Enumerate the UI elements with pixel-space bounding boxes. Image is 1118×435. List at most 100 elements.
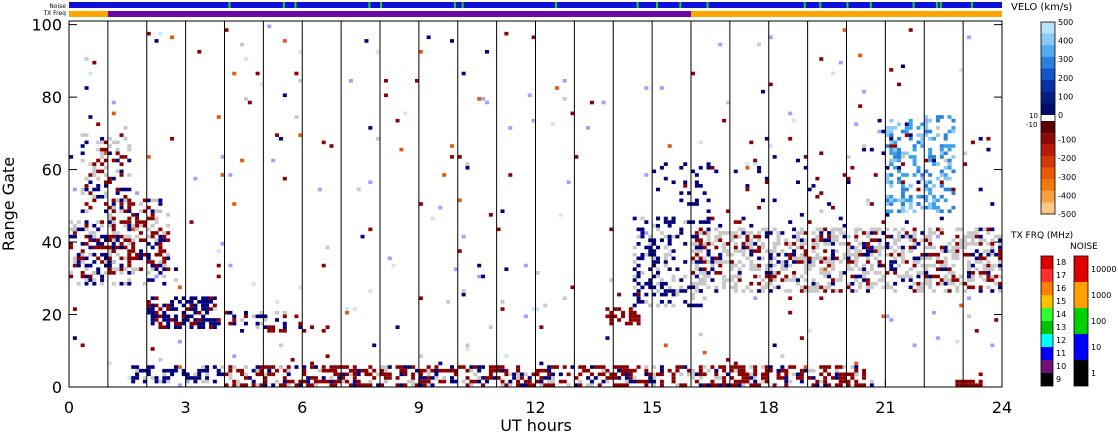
data-cell (310, 325, 315, 329)
data-cell (920, 176, 925, 181)
data-cell (702, 245, 707, 250)
data-cell (278, 136, 283, 141)
data-cell (111, 220, 116, 224)
data-cell (683, 162, 688, 166)
data-cell (150, 209, 155, 214)
data-cell (737, 220, 742, 224)
data-cell (858, 104, 863, 108)
data-cell (947, 209, 952, 214)
data-cell (232, 383, 237, 387)
data-cell (959, 238, 964, 243)
data-cell (834, 249, 839, 253)
data-cell (632, 379, 637, 384)
data-cell (924, 129, 929, 134)
data-cell (193, 310, 198, 315)
data-cell (387, 256, 392, 261)
data-cell (900, 184, 905, 188)
data-cell (127, 158, 132, 163)
data-cell (757, 267, 762, 272)
data-cell (994, 318, 999, 322)
data-cell (465, 162, 470, 166)
data-cell (387, 372, 392, 377)
data-cell (84, 176, 89, 181)
data-cell (897, 147, 902, 152)
data-cell (107, 223, 112, 228)
data-cell (364, 372, 369, 377)
data-cell (970, 274, 975, 279)
data-cell (691, 256, 695, 261)
data-cell (500, 383, 505, 387)
data-cell (69, 227, 73, 232)
data-cell (656, 245, 661, 250)
data-cell (916, 289, 921, 293)
data-cell (691, 271, 695, 275)
data-cell (84, 184, 89, 188)
data-cell (725, 372, 730, 377)
data-cell (897, 155, 902, 159)
data-cell (788, 296, 793, 301)
data-cell (337, 379, 342, 384)
data-cell (846, 379, 851, 384)
data-cell (193, 303, 198, 308)
data-cell (628, 376, 633, 380)
data-cell (648, 252, 653, 257)
data-cell (243, 372, 248, 377)
data-cell (834, 278, 839, 282)
data-cell (749, 289, 754, 293)
data-cell (96, 194, 101, 199)
data-cell (970, 242, 975, 246)
data-cell (667, 289, 672, 293)
data-cell (974, 242, 979, 246)
data-cell (959, 383, 964, 387)
data-cell (275, 300, 280, 304)
data-cell (488, 372, 493, 377)
data-cell (605, 307, 610, 311)
data-cell (146, 227, 151, 232)
data-cell (702, 296, 707, 301)
data-cell (659, 278, 664, 282)
data-cell (92, 234, 97, 239)
data-cell (819, 209, 824, 214)
data-cell (799, 242, 804, 246)
data-cell (920, 281, 925, 286)
data-cell (107, 245, 112, 250)
data-cell (488, 368, 493, 373)
data-cell (935, 162, 940, 166)
data-cell (900, 173, 905, 177)
data-cell (166, 231, 171, 235)
data-cell (916, 260, 921, 264)
data-cell (127, 278, 132, 282)
data-cell (72, 223, 77, 228)
data-cell (928, 227, 933, 232)
data-cell (764, 372, 769, 377)
data-cell (939, 245, 944, 250)
data-cell (127, 198, 132, 203)
data-cell (663, 289, 668, 293)
data-cell (69, 220, 73, 224)
data-cell (679, 198, 684, 203)
data-cell (943, 278, 948, 282)
data-cell (135, 256, 140, 261)
data-cell (96, 147, 101, 152)
data-cell (827, 263, 832, 268)
data-cell (807, 187, 812, 192)
data-cell (442, 173, 447, 177)
data-cell (263, 383, 268, 387)
data-cell (978, 260, 983, 264)
data-cell (842, 28, 847, 32)
data-cell (337, 372, 342, 377)
data-cell (170, 368, 175, 373)
data-cell (967, 234, 972, 239)
data-cell (698, 281, 703, 286)
data-cell (119, 242, 124, 246)
data-cell (772, 343, 777, 348)
data-cell (177, 300, 182, 304)
data-cell (815, 176, 820, 181)
data-cell (947, 278, 952, 282)
data-cell (115, 158, 120, 163)
data-cell (352, 307, 357, 311)
data-cell (162, 303, 167, 308)
data-cell (232, 71, 237, 76)
data-cell (383, 78, 388, 83)
data-cell (146, 252, 151, 257)
